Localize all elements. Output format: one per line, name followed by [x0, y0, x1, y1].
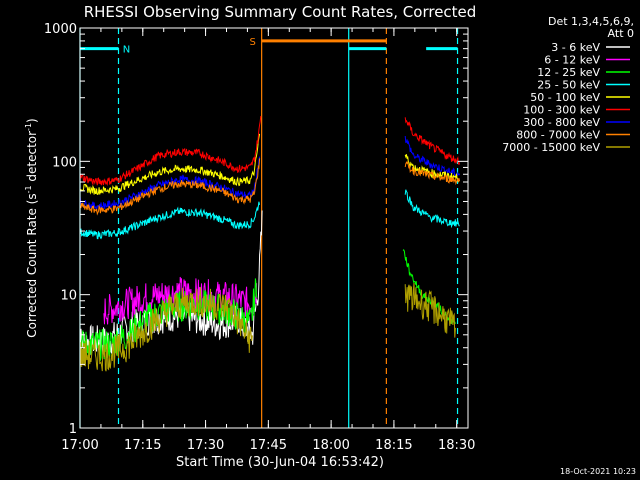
legend-label: 7000 - 15000 keV — [502, 141, 600, 154]
y-axis-label-sup2: -1 — [24, 123, 33, 131]
legend-label: 6 - 12 keV — [544, 54, 600, 67]
x-tick-label: 17:30 — [187, 438, 224, 453]
series-line — [103, 276, 258, 325]
annotation-bars: NS — [80, 37, 458, 56]
vertical-markers — [79, 28, 459, 428]
x-tick-label: 17:15 — [124, 438, 161, 453]
legend-label: 12 - 25 keV — [537, 66, 600, 79]
y-axis-label-sup1: -1 — [24, 185, 33, 193]
series-line-after-gap — [404, 160, 461, 186]
series-line-after-gap — [404, 117, 461, 165]
legend-label: 3 - 6 keV — [551, 41, 600, 54]
chart-title: RHESSI Observing Summary Count Rates, Co… — [84, 3, 477, 21]
footer-date: 18-Oct-2021 10:23 — [560, 467, 636, 476]
x-tick-label: 18:30 — [438, 438, 475, 453]
legend-header-detectors: Det 1,3,4,5,6,9, — [548, 15, 634, 28]
y-axis-ticks: 1 10 100 1000 — [44, 22, 468, 437]
series-line — [80, 201, 261, 240]
legend-label: 50 - 100 keV — [530, 91, 600, 104]
y-tick-label: 1 — [69, 422, 77, 437]
x-axis-ticks: 17:00 17:15 17:30 17:45 18:00 18:15 18:30 — [61, 28, 475, 453]
series-line-after-gap — [404, 135, 461, 177]
y-tick-label: 100 — [52, 155, 77, 170]
series-line — [80, 133, 261, 195]
legend-label: 100 - 300 keV — [523, 104, 600, 117]
plot-frame — [79, 27, 469, 429]
x-axis-label: Start Time (30-Jun-04 16:53:42) — [176, 455, 384, 470]
x-tick-label: 17:45 — [250, 438, 287, 453]
legend-label: 25 - 50 keV — [537, 79, 600, 92]
annotation-label: N — [123, 45, 130, 56]
y-tick-label: 1000 — [44, 22, 77, 37]
y-axis-label: Corrected Count Rate (s-1 detector-1) — [24, 118, 39, 337]
series-line-after-gap — [404, 283, 456, 338]
legend-label: 800 - 7000 keV — [516, 129, 600, 142]
series-line — [80, 115, 262, 187]
y-axis-label-end: ) — [25, 118, 39, 123]
legend-header-attenuator: Att 0 — [608, 27, 634, 40]
series-line — [80, 158, 261, 216]
y-axis-label-mid: detector — [25, 131, 39, 186]
legend-label: 300 - 800 keV — [523, 116, 600, 129]
series-line — [80, 156, 261, 211]
y-tick-label: 10 — [60, 289, 77, 304]
y-axis-label-main: Corrected Count Rate (s — [25, 193, 39, 337]
x-tick-label: 18:15 — [375, 438, 412, 453]
annotation-label: S — [249, 37, 255, 48]
series-line-after-gap — [404, 189, 460, 229]
x-tick-label: 17:00 — [61, 438, 98, 453]
x-tick-label: 18:00 — [312, 438, 349, 453]
series-line — [80, 287, 253, 372]
data-series — [80, 115, 461, 372]
